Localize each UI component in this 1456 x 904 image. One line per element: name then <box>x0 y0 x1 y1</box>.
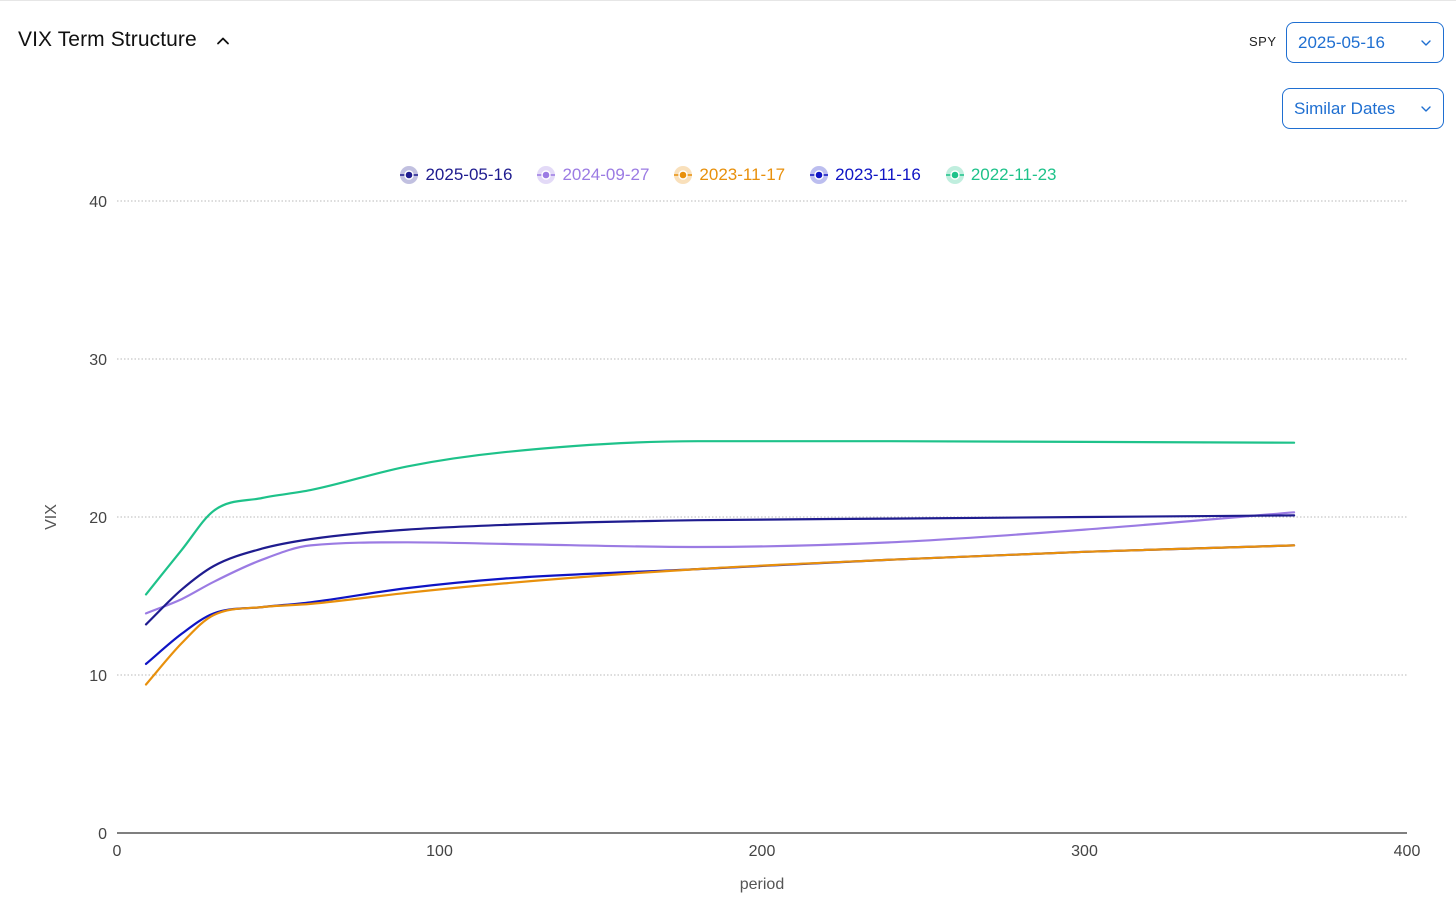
similar-dates-select[interactable]: Similar Dates <box>1282 88 1444 129</box>
series-line-2023-11-16 <box>144 544 1296 665</box>
chevron-up-icon[interactable] <box>211 28 235 52</box>
chart-legend: 2025-05-16 2024-09-27 2023-11-17 2023-11-16… <box>0 165 1456 185</box>
legend-marker-icon <box>945 166 964 184</box>
legend-item[interactable]: 2023-11-17 <box>673 165 785 185</box>
series-line-2024-09-27 <box>144 511 1296 615</box>
legend-label: 2023-11-16 <box>835 165 921 184</box>
chevron-down-icon <box>1421 39 1431 46</box>
legend-marker-icon <box>674 166 693 184</box>
series-line-2025-05-16 <box>144 514 1296 626</box>
x-tick-label: 0 <box>113 843 122 860</box>
ticker-label: SPY <box>1249 34 1277 49</box>
date-select[interactable]: 2025-05-16 <box>1286 22 1444 63</box>
y-tick-label: 40 <box>89 194 107 211</box>
legend-item[interactable]: 2022-11-23 <box>945 165 1057 185</box>
x-tick-label: 100 <box>426 843 453 860</box>
legend-marker-icon <box>810 166 829 184</box>
card-border <box>0 0 1456 1</box>
y-tick-label: 30 <box>89 352 107 369</box>
series-line-2023-11-17 <box>144 544 1296 686</box>
legend-label: 2025-05-16 <box>425 165 513 184</box>
legend-marker-icon <box>537 166 556 184</box>
legend-item[interactable]: 2023-11-16 <box>809 165 921 185</box>
x-axis-title: period <box>740 876 784 893</box>
legend-marker-icon <box>400 166 419 184</box>
date-select-value: 2025-05-16 <box>1298 32 1385 52</box>
x-tick-label: 300 <box>1071 843 1098 860</box>
y-axis-title: VIX <box>43 504 60 530</box>
legend-item[interactable]: 2025-05-16 <box>399 165 512 185</box>
legend-label: 2024-09-27 <box>562 165 650 184</box>
similar-dates-select-value: Similar Dates <box>1294 98 1396 118</box>
y-tick-label: 0 <box>98 826 107 843</box>
legend-label: 2022-11-23 <box>970 165 1057 184</box>
y-tick-label: 20 <box>89 510 107 527</box>
x-tick-label: 400 <box>1394 843 1421 860</box>
series-line-2022-11-23 <box>144 440 1296 596</box>
chart-header: VIX Term Structure <box>18 28 235 52</box>
y-tick-label: 10 <box>89 668 107 685</box>
x-tick-label: 200 <box>749 843 776 860</box>
page-title: VIX Term Structure <box>18 28 197 51</box>
chevron-down-icon <box>1421 105 1431 112</box>
legend-item[interactable]: 2024-09-27 <box>536 165 649 185</box>
legend-label: 2023-11-17 <box>699 165 786 184</box>
